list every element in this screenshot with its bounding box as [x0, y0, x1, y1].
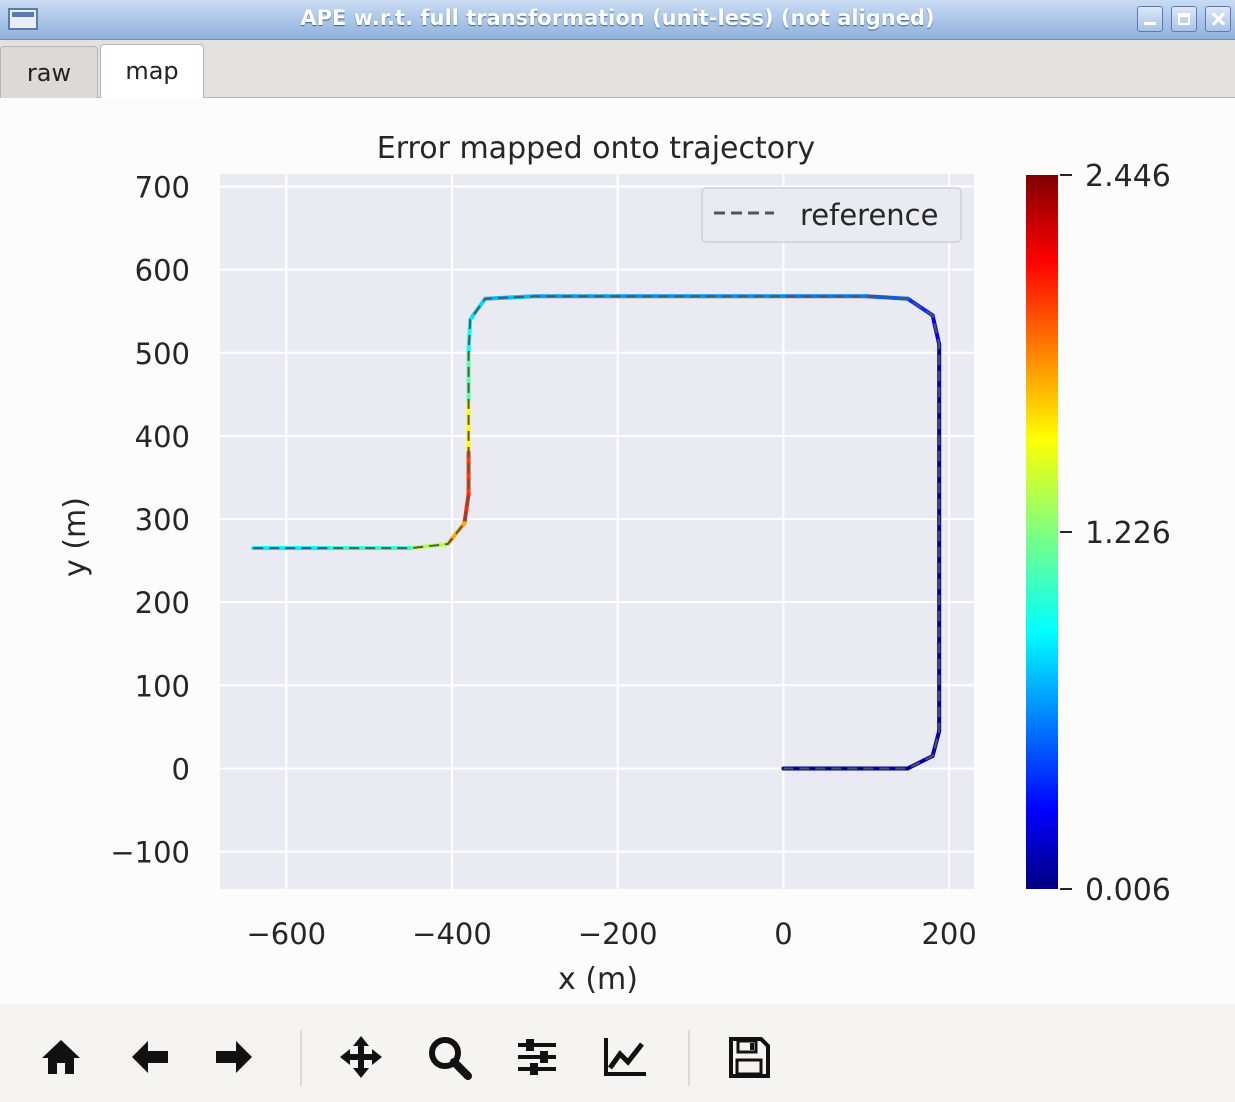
y-tick-label: 100 [135, 669, 190, 703]
minimize-icon[interactable] [1137, 6, 1163, 32]
tab-bar: raw map [0, 40, 1235, 99]
x-tick-label: −400 [412, 917, 492, 951]
configure-subplots-icon[interactable] [514, 1034, 560, 1080]
colorbar-ticks: 2.446 1.226 0.006 [1060, 159, 1171, 908]
x-tick-label: 0 [774, 917, 792, 951]
x-tick-label: −600 [246, 917, 326, 951]
y-tick-label: 400 [135, 420, 190, 454]
legend: reference [701, 187, 962, 243]
chart-title: Error mapped onto trajectory [377, 131, 815, 166]
y-axis-label: y (m) [58, 497, 93, 577]
colorbar-tick-label: 0.006 [1085, 873, 1171, 908]
tick-labels: −600 −400 −200 0 200 −100 0 100 200 300 400 500 600 7… [110, 170, 976, 951]
navigation-toolbar [0, 1004, 1235, 1102]
y-tick-label: 700 [135, 170, 190, 204]
tab-map[interactable]: map [100, 44, 204, 99]
toolbar-separator [688, 1030, 690, 1086]
y-tick-label: 200 [135, 586, 190, 620]
chart-svg: −600 −400 −200 0 200 −100 0 100 200 300 400 500 600 7… [58, 131, 1171, 997]
plot-canvas[interactable]: −600 −400 −200 0 200 −100 0 100 200 300 400 500 600 7… [0, 98, 1235, 1004]
back-arrow-icon[interactable] [126, 1034, 172, 1080]
maximize-icon[interactable] [1171, 6, 1197, 32]
x-tick-label: 200 [921, 917, 976, 951]
toolbar-separator [300, 1030, 302, 1086]
x-tick-label: −200 [578, 917, 658, 951]
app-window-icon[interactable] [8, 8, 38, 30]
tab-raw[interactable]: raw [0, 46, 98, 98]
y-tick-label: 600 [135, 254, 190, 288]
legend-reference-label: reference [800, 198, 938, 232]
x-axis-label: x (m) [558, 962, 638, 997]
pan-icon[interactable] [338, 1034, 384, 1080]
y-tick-label: 500 [135, 337, 190, 371]
close-icon[interactable] [1205, 6, 1231, 32]
forward-arrow-icon[interactable] [212, 1034, 258, 1080]
save-icon[interactable] [726, 1034, 772, 1080]
window-title: APE w.r.t. full transformation (unit-les… [300, 6, 935, 30]
home-icon[interactable] [38, 1034, 84, 1080]
axes-background [220, 174, 974, 889]
colorbar-tick-label: 2.446 [1085, 159, 1171, 194]
trajectory [251, 294, 942, 771]
trajectory-segment [483, 294, 537, 301]
y-tick-label: −100 [110, 836, 190, 870]
legend-box [701, 187, 962, 243]
zoom-icon[interactable] [426, 1034, 472, 1080]
colorbar-tick-label: 1.226 [1085, 516, 1171, 551]
reference-line [253, 295, 941, 770]
colorbar-gradient [1026, 175, 1058, 889]
window-titlebar: APE w.r.t. full transformation (unit-les… [0, 0, 1235, 40]
y-tick-label: 300 [135, 503, 190, 537]
edit-axis-icon[interactable] [602, 1034, 648, 1080]
y-tick-label: 0 [172, 752, 190, 786]
colorbar: 2.446 1.226 0.006 [1026, 159, 1171, 908]
